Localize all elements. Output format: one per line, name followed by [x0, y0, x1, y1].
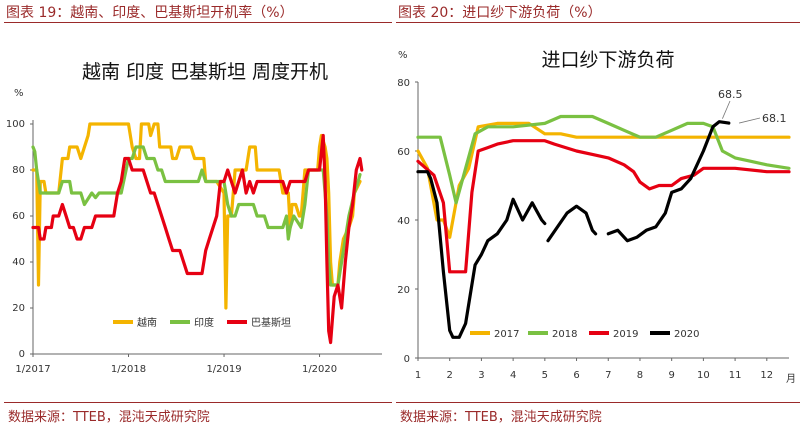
y-axis-unit: % — [398, 50, 408, 61]
data-label: 68.1 — [762, 112, 787, 125]
series-line-2020 — [606, 120, 731, 243]
legend-label: 2018 — [552, 329, 577, 340]
x-tick-label: 1/2020 — [302, 364, 337, 375]
x-tick-label: 6 — [573, 370, 579, 381]
y-tick-label: 0 — [19, 349, 25, 360]
x-axis-unit: 月 — [786, 373, 796, 385]
y-axis-unit: % — [14, 88, 24, 99]
figure-title-19: 图表 19：越南、印度、巴基斯坦开机率（%） — [6, 5, 294, 21]
series-line-2019 — [416, 139, 791, 274]
data-label: 68.5 — [718, 88, 743, 101]
y-tick-label: 20 — [397, 285, 410, 296]
x-tick-label: 12 — [760, 370, 773, 381]
x-tick-label: 7 — [605, 370, 611, 381]
x-tick-label: 1 — [415, 370, 421, 381]
divider-top-right — [396, 22, 800, 23]
divider-bottom-right — [396, 402, 800, 403]
y-tick-label: 20 — [12, 303, 25, 314]
x-tick-label: 8 — [637, 370, 643, 381]
x-tick-label: 11 — [729, 370, 742, 381]
figure-title-20: 图表 20：进口纱下游负荷（%） — [398, 5, 602, 21]
series-line-巴基斯坦 — [31, 133, 364, 345]
source-note-right: 数据来源：TTEB，混沌天成研究院 — [400, 410, 602, 425]
legend-label: 2017 — [494, 329, 519, 340]
divider-bottom-left — [4, 402, 392, 403]
annotation-leader — [738, 117, 761, 124]
x-tick-label: 2 — [447, 370, 453, 381]
y-tick-label: 80 — [397, 78, 410, 89]
legend-label: 巴基斯坦 — [251, 316, 291, 329]
y-tick-label: 0 — [404, 354, 410, 365]
y-tick-label: 80 — [12, 165, 25, 176]
y-tick-label: 40 — [12, 257, 25, 268]
series-line-2018 — [416, 114, 791, 205]
divider-top-left — [4, 22, 392, 23]
y-tick-label: 60 — [397, 147, 410, 158]
y-tick-label: 40 — [397, 216, 410, 227]
x-tick-label: 4 — [510, 370, 516, 381]
series-line-2020 — [546, 204, 598, 243]
legend-label: 印度 — [194, 316, 214, 329]
legend-label: 2019 — [613, 329, 638, 340]
x-tick-label: 10 — [697, 370, 710, 381]
legend-label: 越南 — [137, 316, 157, 329]
series-line-2020 — [416, 170, 547, 339]
x-tick-label: 1/2019 — [206, 364, 241, 375]
y-tick-label: 100 — [6, 119, 25, 130]
y-tick-label: 60 — [12, 211, 25, 222]
legend-label: 2020 — [674, 329, 699, 340]
x-tick-label: 1/2018 — [111, 364, 146, 375]
chart-title: 进口纱下游负荷 — [541, 49, 674, 71]
x-tick-label: 3 — [478, 370, 484, 381]
annotation-leader — [722, 100, 731, 119]
x-tick-label: 5 — [542, 370, 548, 381]
chart-title: 越南 印度 巴基斯坦 周度开机 — [82, 61, 328, 83]
x-tick-label: 1/2017 — [15, 364, 50, 375]
x-tick-label: 9 — [668, 370, 674, 381]
source-note-left: 数据来源：TTEB，混沌天成研究院 — [8, 410, 210, 425]
